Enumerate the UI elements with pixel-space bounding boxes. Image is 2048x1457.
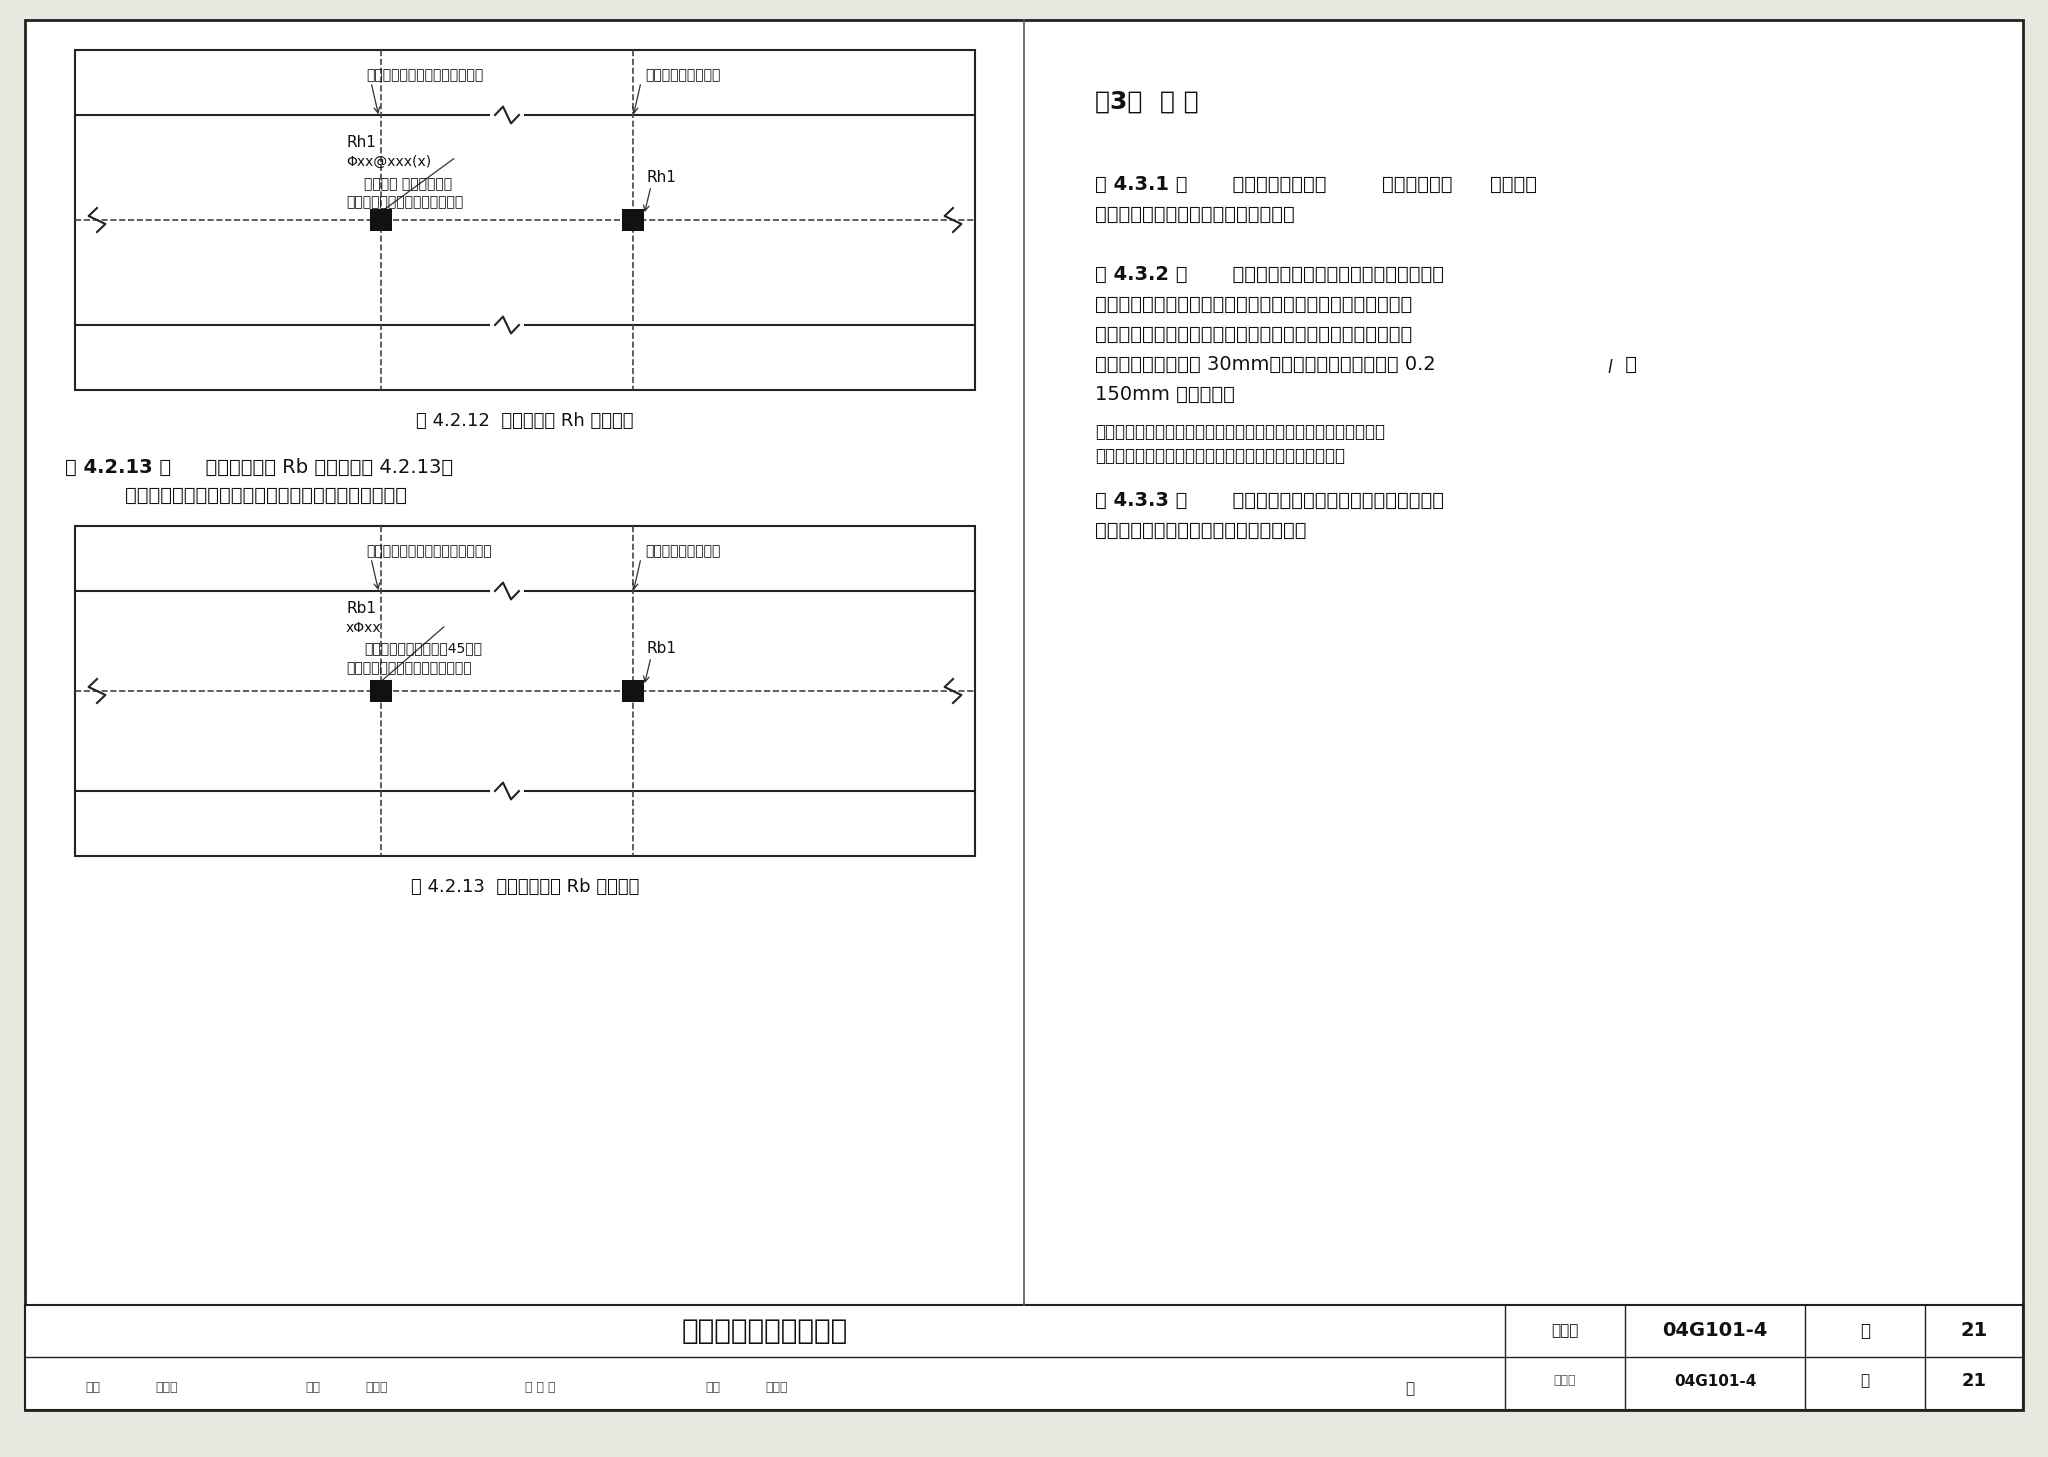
Text: 的钢筋净距不宜小于 30mm，且钢筋中心距不应大于 0.2: 的钢筋净距不宜小于 30mm，且钢筋中心距不应大于 0.2 bbox=[1096, 356, 1436, 374]
Text: 第 4.3.2 条: 第 4.3.2 条 bbox=[1096, 265, 1188, 284]
Bar bbox=[25, 1305, 2023, 1410]
Text: 抗冲切弯起筋 Rb 的引注见图 4.2.13。: 抗冲切弯起筋 Rb 的引注见图 4.2.13。 bbox=[193, 457, 453, 476]
Text: 图 4.2.13  抗冲切弯起筋 Rb 引注图示: 图 4.2.13 抗冲切弯起筋 Rb 引注图示 bbox=[412, 879, 639, 896]
Bar bbox=[76, 50, 975, 390]
Text: 页: 页 bbox=[1405, 1381, 1413, 1396]
Text: 04G101-4: 04G101-4 bbox=[1663, 1321, 1767, 1340]
Text: 第 4.2.13 条: 第 4.2.13 条 bbox=[66, 457, 172, 476]
Text: Φxx@xxx(x): Φxx@xxx(x) bbox=[346, 154, 432, 169]
Text: 本图集未包括的其他构造，应由设计者根: 本图集未包括的其他构造，应由设计者根 bbox=[1221, 491, 1444, 510]
Text: 页: 页 bbox=[1860, 1374, 1870, 1389]
Text: 楼板相关构造: 楼板相关构造 bbox=[1382, 175, 1452, 194]
Text: 刘 基 祥: 刘 基 祥 bbox=[524, 1381, 555, 1394]
Text: 图集号: 图集号 bbox=[1550, 1323, 1579, 1339]
Text: Rh1: Rh1 bbox=[647, 170, 678, 185]
Text: Rb1: Rb1 bbox=[647, 641, 678, 656]
Text: 04G101-4: 04G101-4 bbox=[1673, 1374, 1757, 1389]
Text: 审核: 审核 bbox=[86, 1381, 100, 1394]
Text: 抗冲切弯起筋通常在无柱帽无梁楼盖的柱顶部位设置。: 抗冲切弯起筋通常在无柱帽无梁楼盖的柱顶部位设置。 bbox=[125, 487, 408, 506]
Text: 21: 21 bbox=[1962, 1372, 1987, 1390]
Text: 式，可以根据具体工程需要进行组合。: 式，可以根据具体工程需要进行组合。 bbox=[1096, 205, 1294, 224]
Text: 弯起筋规格（倾角均为45度）: 弯起筋规格（倾角均为45度） bbox=[365, 641, 481, 656]
Text: 抗冲切弯起筋编号（代号＋序号）: 抗冲切弯起筋编号（代号＋序号） bbox=[367, 543, 492, 558]
Text: 校对: 校对 bbox=[305, 1381, 319, 1394]
Bar bbox=[371, 208, 391, 232]
Text: 板纵向钢筋的连接可采用绑扎搭接、机械: 板纵向钢筋的连接可采用绑扎搭接、机械 bbox=[1221, 265, 1444, 284]
Text: 第 4.3.3 条: 第 4.3.3 条 bbox=[1096, 491, 1188, 510]
Text: 连接或焊接，其连接位置详见本图集中相应的标准构造详图。: 连接或焊接，其连接位置详见本图集中相应的标准构造详图。 bbox=[1096, 294, 1413, 315]
Text: 图集号: 图集号 bbox=[1554, 1374, 1577, 1387]
Text: 楼板相关构造制图规则: 楼板相关构造制图规则 bbox=[682, 1317, 848, 1345]
Text: 陈幼璠: 陈幼璠 bbox=[156, 1381, 178, 1394]
Text: Rh1: Rh1 bbox=[346, 136, 377, 150]
Text: 相同配置者仅注代号: 相同配置者仅注代号 bbox=[645, 543, 721, 558]
Bar bbox=[623, 680, 643, 702]
Text: 注：非接触搭接使混凝土能够与搭接范围内所有钢筋的全表面充分: 注：非接触搭接使混凝土能够与搭接范围内所有钢筋的全表面充分 bbox=[1096, 423, 1384, 441]
Text: l: l bbox=[1608, 358, 1612, 377]
Text: 设计: 设计 bbox=[705, 1381, 721, 1394]
Text: xΦxx: xΦxx bbox=[346, 621, 381, 635]
Text: 的引注方: 的引注方 bbox=[1491, 175, 1536, 194]
Text: 当板纵向钢筋采用非接触方式的绑扎搭接连接时，其搭接部位: 当板纵向钢筋采用非接触方式的绑扎搭接连接时，其搭接部位 bbox=[1096, 325, 1413, 344]
Bar bbox=[623, 208, 643, 232]
Text: Rb1: Rb1 bbox=[346, 600, 377, 616]
Text: 据具体工程情况按照规范要求进行设计。: 据具体工程情况按照规范要求进行设计。 bbox=[1096, 522, 1307, 541]
Text: （两正交方向的箍筋配置相同）: （两正交方向的箍筋配置相同） bbox=[346, 195, 463, 208]
Text: 150mm 的较小者。: 150mm 的较小者。 bbox=[1096, 385, 1235, 404]
Text: 图 4.2.12  抗冲切箍筋 Rh 引注图示: 图 4.2.12 抗冲切箍筋 Rh 引注图示 bbox=[416, 412, 633, 430]
Text: 抗冲切箍筋编号（代号＋序号）: 抗冲切箍筋编号（代号＋序号） bbox=[367, 68, 483, 82]
Text: 页: 页 bbox=[1860, 1321, 1870, 1340]
Text: 箍筋规格 括号内为肢数: 箍筋规格 括号内为肢数 bbox=[365, 176, 453, 191]
Text: 粘接，可以提高搭接钢筋之间通过混凝土传力的可靠度。: 粘接，可以提高搭接钢筋之间通过混凝土传力的可靠度。 bbox=[1096, 447, 1346, 465]
Text: 陈青来: 陈青来 bbox=[766, 1381, 788, 1394]
Bar bbox=[76, 526, 975, 857]
Text: 刘其祥: 刘其祥 bbox=[365, 1381, 387, 1394]
Text: 及: 及 bbox=[1620, 356, 1636, 374]
Text: 21: 21 bbox=[1960, 1321, 1989, 1340]
Bar bbox=[371, 680, 391, 702]
Text: 相同配置者仅注代号: 相同配置者仅注代号 bbox=[645, 68, 721, 82]
Text: 第 4.3.1 条: 第 4.3.1 条 bbox=[1096, 175, 1188, 194]
Text: 本章所包括的各种: 本章所包括的各种 bbox=[1221, 175, 1327, 194]
Text: 第3节  其 他: 第3节 其 他 bbox=[1096, 90, 1198, 114]
Text: （两正交方向的弯起筋配置相同）: （两正交方向的弯起筋配置相同） bbox=[346, 661, 471, 675]
